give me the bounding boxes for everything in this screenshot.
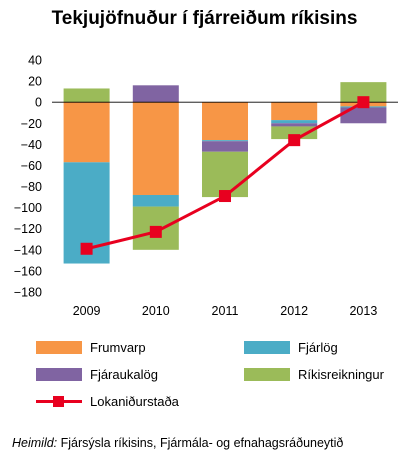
x-tick-label-2013: 2013 [349,304,377,318]
source-label: Heimild: [12,436,58,450]
chart-title: Tekjujöfnuður í fjárreiðum ríkisins [51,8,358,29]
bar-fj-raukal-g-2010 [132,85,179,103]
legend-label-lokanidurstada: Lokaniðurstaða [90,394,179,409]
bar-r-kisreikningur-2012 [271,126,318,140]
y-tick-label: −80 [21,180,42,194]
bar-r-kisreikningur-2013 [340,82,387,103]
bar-r-kisreikningur-2011 [202,151,248,198]
legend-item-frumvarp: Frumvarp [36,340,146,355]
bar-frumvarp-2010 [132,102,179,195]
y-tick-label: −140 [14,243,42,257]
y-tick-label: −60 [21,159,42,173]
y-tick-label: −100 [14,201,42,215]
bar-frumvarp-2011 [202,102,248,141]
bar-r-kisreikningur-2009 [63,88,110,103]
legend-item-rikisreikningur: Ríkisreikningur [244,367,384,382]
y-tick-label: −160 [14,264,42,278]
legend-swatch-fjarlog [244,341,290,354]
x-tick-label-2011: 2011 [212,304,239,318]
x-tick-label-2009: 2009 [73,304,101,318]
bar-fj-raukal-g-2013 [340,107,387,124]
x-tick-label-2010: 2010 [142,304,170,318]
bar-fj-rl-g-2011 [202,140,248,142]
legend-swatch-fjaraukalog [36,368,82,381]
legend-swatch-lokanidurstada [36,395,82,408]
y-tick-label: −180 [14,286,42,300]
y-tick-label: −20 [21,117,42,131]
bar-fj-raukal-g-2012 [271,123,318,127]
legend-swatch-rikisreikningur [244,368,290,381]
y-tick-label: 0 [35,96,42,110]
bar-fj-rl-g-2012 [271,120,318,124]
y-tick-label: −40 [21,138,42,152]
legend-item-fjaraukalog: Fjáraukalög [36,367,158,382]
legend-label-frumvarp: Frumvarp [90,340,146,355]
y-tick-label: −120 [14,222,42,236]
bar-frumvarp-2009 [63,102,110,163]
y-tick-label: 40 [28,54,42,68]
marker-lokanidurstada-2011 [219,190,231,203]
x-tick-label-2012: 2012 [280,304,308,318]
legend-item-fjarlog: Fjárlög [244,340,338,355]
legend-label-rikisreikningur: Ríkisreikningur [298,367,384,382]
legend-swatch-frumvarp [36,341,82,354]
bar-fj-raukal-g-2011 [202,141,248,152]
y-tick-label: 20 [28,75,42,89]
marker-lokanidurstada-2010 [149,225,162,238]
source-text: Fjársýsla ríkisins, Fjármála- og efnahag… [57,436,344,450]
legend: Frumvarp Fjárlög Fjáraukalög Ríkisreikni… [0,330,409,420]
bar-fj-rl-g-2010 [132,194,179,207]
source-note: Heimild: Fjársýsla ríkisins, Fjármála- o… [12,436,343,450]
marker-lokanidurstada-2012 [288,134,301,147]
legend-label-fjarlog: Fjárlög [298,340,338,355]
legend-label-fjaraukalog: Fjáraukalög [90,367,158,382]
bar-frumvarp-2012 [271,102,318,121]
marker-lokanidurstada-2009 [80,242,93,255]
marker-lokanidurstada-2013 [357,96,370,109]
chart-plot: 40 20 0 −20 −40 −60 −80 −100 −120 −140 −160 −180 20… [14,54,398,318]
legend-item-lokanidurstada: Lokaniðurstaða [36,394,179,409]
